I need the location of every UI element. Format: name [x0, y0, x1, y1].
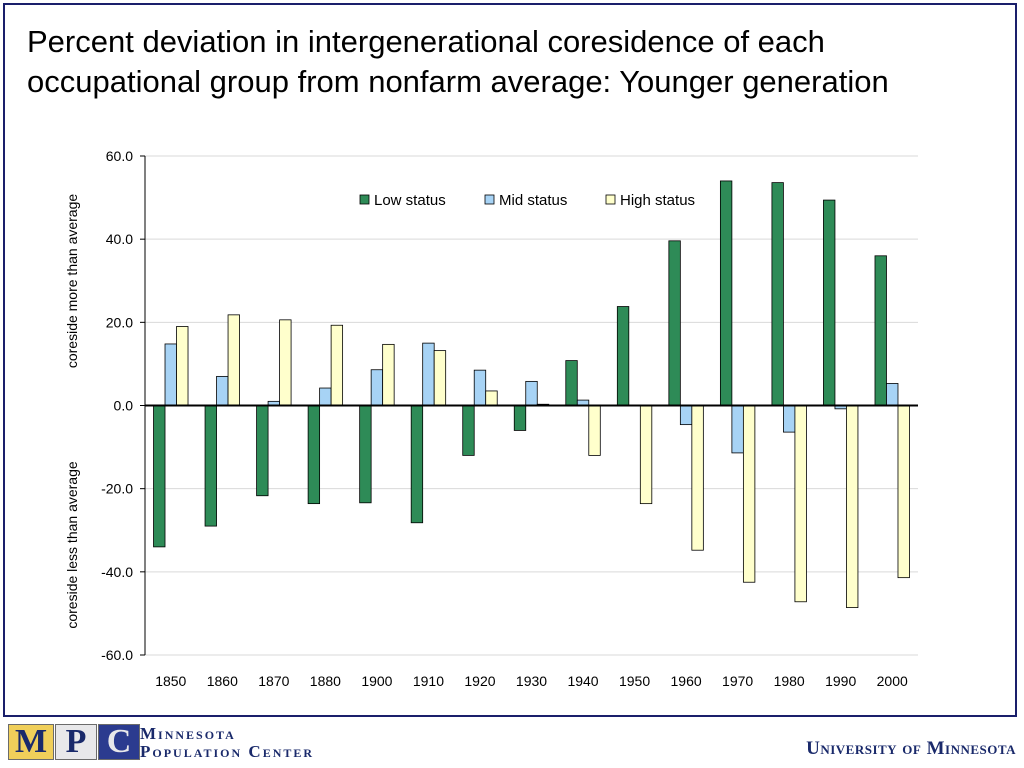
- y-tick-label: -20.0: [101, 481, 133, 497]
- slide-frame: [3, 3, 1017, 717]
- bar-mid-status: [473, 369, 487, 406]
- bar-low-status: [823, 199, 836, 406]
- legend-label-high-status: High status: [620, 192, 695, 209]
- university-name: University of Minnesota: [806, 738, 1016, 759]
- bar-low-status: [565, 360, 578, 406]
- mpc-logo-letter-p: P: [55, 723, 97, 760]
- y-tick-label: 60.0: [106, 148, 133, 164]
- legend-swatch-high-status: [605, 194, 616, 205]
- bar-high-status: [485, 390, 498, 406]
- bar-high-status: [846, 405, 859, 608]
- bar-high-status: [382, 343, 395, 406]
- bar-high-status: [742, 405, 756, 583]
- x-tick-label: 1990: [825, 673, 856, 689]
- bar-mid-status: [319, 387, 332, 406]
- x-tick-label: 1850: [155, 673, 186, 689]
- y-tick-label: -40.0: [101, 564, 133, 580]
- x-tick-label: 1910: [413, 673, 444, 689]
- legend-swatch-mid-status: [484, 194, 495, 205]
- bar-high-status: [227, 314, 240, 406]
- mpc-name-line1: Minnesota: [140, 724, 236, 743]
- bar-mid-status: [525, 380, 538, 406]
- legend-label-mid-status: Mid status: [499, 192, 567, 209]
- bar-low-status: [462, 405, 475, 456]
- y-tick-label: 20.0: [106, 314, 133, 330]
- bar-high-status: [588, 405, 601, 456]
- bar-mid-status: [783, 405, 796, 433]
- mpc-name: Minnesota Population Center: [140, 725, 314, 761]
- bar-high-status: [330, 324, 344, 406]
- bar-high-status: [279, 319, 292, 406]
- x-tick-label: 1970: [722, 673, 753, 689]
- bar-high-status: [691, 405, 704, 551]
- mpc-name-line2: Population Center: [140, 742, 315, 761]
- bar-low-status: [307, 405, 321, 505]
- bar-low-status: [668, 240, 681, 406]
- x-tick-label: 1940: [567, 673, 598, 689]
- x-tick-label: 1980: [774, 673, 805, 689]
- bar-low-status: [153, 405, 166, 548]
- bar-high-status: [794, 405, 807, 603]
- legend-label-low-status: Low status: [374, 192, 446, 209]
- mpc-logo-letter-m: M: [8, 723, 54, 760]
- y-axis-label-upper: coreside more than average: [64, 194, 80, 369]
- bar-low-status: [256, 405, 269, 497]
- x-tick-label: 2000: [877, 673, 908, 689]
- bar-high-status: [433, 350, 447, 406]
- slide-title: Percent deviation in intergenerational c…: [27, 24, 889, 99]
- x-tick-label: 1950: [619, 673, 650, 689]
- bar-low-status: [513, 405, 527, 431]
- y-tick-label: 40.0: [106, 231, 133, 247]
- bar-low-status: [359, 405, 372, 504]
- x-tick-label: 1900: [361, 673, 392, 689]
- bar-low-status: [204, 405, 217, 527]
- bar-low-status: [771, 182, 784, 406]
- x-tick-label: 1880: [310, 673, 341, 689]
- bar-mid-status: [370, 369, 384, 406]
- mpc-logo-letter-c: C: [98, 723, 140, 760]
- y-tick-label: -60.0: [101, 647, 133, 663]
- bar-high-status: [176, 326, 189, 406]
- x-tick-label: 1920: [464, 673, 495, 689]
- bar-high-status: [639, 405, 653, 505]
- bar-mid-status: [679, 405, 693, 426]
- bar-low-status: [616, 306, 630, 406]
- bar-chart: 60.0 40.0 20.0 0.0 -20.0 -40.0 -60.0 1850 1860 18…: [64, 148, 918, 689]
- x-tick-label: 1930: [516, 673, 547, 689]
- y-axis-label-lower: coreside less than average: [64, 461, 80, 629]
- y-tick-label: 0.0: [114, 398, 134, 414]
- bar-low-status: [874, 255, 887, 406]
- bar-mid-status: [164, 343, 177, 406]
- mpc-logo: M P C: [8, 723, 141, 760]
- bar-high-status: [897, 405, 910, 579]
- x-tick-label: 1860: [207, 673, 238, 689]
- bar-low-status: [719, 180, 733, 406]
- footer: M P C Minnesota Population Center Univer…: [0, 718, 1024, 768]
- bar-mid-status: [731, 405, 744, 454]
- x-tick-label: 1960: [671, 673, 702, 689]
- bar-mid-status: [422, 342, 435, 406]
- bar-mid-status: [216, 375, 229, 406]
- x-tick-label: 1870: [258, 673, 289, 689]
- legend-swatch-low-status: [359, 194, 370, 205]
- bar-mid-status: [886, 383, 899, 406]
- bar-low-status: [410, 405, 424, 524]
